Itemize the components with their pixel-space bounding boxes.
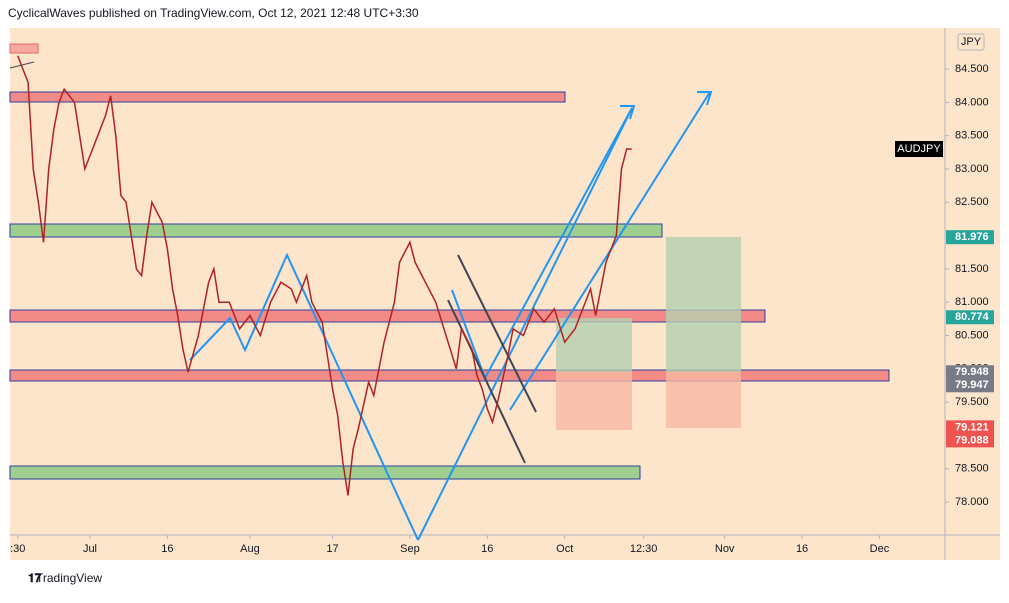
y-tick-label: 78.000 xyxy=(955,496,989,508)
zone xyxy=(9,223,663,238)
price-line xyxy=(17,55,632,496)
zone xyxy=(9,465,641,480)
stop-box xyxy=(666,372,741,428)
x-tick-label: :30 xyxy=(10,543,25,555)
brand-logo: 𝟏𝟕 xyxy=(28,571,42,585)
x-tick-label: Dec xyxy=(870,543,890,555)
y-tick-label: 83.000 xyxy=(955,163,989,175)
zone xyxy=(9,309,766,323)
price-tag-label: 80.774 xyxy=(955,311,990,323)
price-tag xyxy=(946,310,994,325)
price-tag-label: 79.088 xyxy=(955,434,989,446)
currency-box xyxy=(957,33,985,51)
x-tick-label: Sep xyxy=(400,543,420,555)
price-tag xyxy=(946,230,994,245)
zone xyxy=(9,369,890,382)
price-tag-label: 81.976 xyxy=(955,231,989,243)
symbol-tag xyxy=(895,141,943,158)
drawings xyxy=(9,43,890,541)
x-tick-label: 12:30 xyxy=(630,543,658,555)
x-tick-label: 16 xyxy=(796,543,808,555)
x-tick-label: Jul xyxy=(83,543,97,555)
brand: TradingView xyxy=(36,571,102,585)
price-tag xyxy=(946,420,994,435)
y-tick-label: 84.500 xyxy=(955,63,989,75)
arrow-head xyxy=(620,105,636,120)
price-tag-label: 79.121 xyxy=(955,421,989,433)
y-tick-label: 82.500 xyxy=(955,196,989,208)
price-tag xyxy=(946,365,994,380)
x-tick-label: 17 xyxy=(326,543,338,555)
target-box xyxy=(556,318,632,372)
x-tick-label: Oct xyxy=(556,543,573,555)
zone xyxy=(9,91,566,103)
x-tick-label: 16 xyxy=(481,543,493,555)
price-tag xyxy=(946,378,994,393)
wave-line xyxy=(189,252,419,541)
target-box xyxy=(666,237,741,372)
price-tag-label: 79.948 xyxy=(955,366,989,378)
y-tick-label: 78.500 xyxy=(955,463,989,475)
y-tick-label: 83.500 xyxy=(955,130,989,142)
x-tick-label: 16 xyxy=(161,543,173,555)
y-tick-label: 81.500 xyxy=(955,263,989,275)
symbol-label: AUDJPY xyxy=(897,143,941,155)
trend-line xyxy=(417,107,633,541)
y-tick-label: 84.000 xyxy=(955,96,989,108)
header: CyclicalWaves published on TradingView.c… xyxy=(8,6,419,20)
zone xyxy=(9,43,39,54)
y-tick-label: 81.000 xyxy=(955,296,989,308)
channel-line xyxy=(457,254,537,413)
x-tick-label: Aug xyxy=(240,543,260,555)
channel-line xyxy=(447,299,526,464)
x-tick-label: Nov xyxy=(715,543,735,555)
price-tag-label: 79.947 xyxy=(955,379,989,391)
stop-box xyxy=(556,372,632,430)
plot-background xyxy=(10,28,1000,560)
price-tag xyxy=(946,433,994,448)
arrow-head xyxy=(697,91,713,106)
y-tick-label: 80.500 xyxy=(955,329,989,341)
y-tick-label: 79.500 xyxy=(955,396,989,408)
currency: JPY xyxy=(961,36,982,48)
